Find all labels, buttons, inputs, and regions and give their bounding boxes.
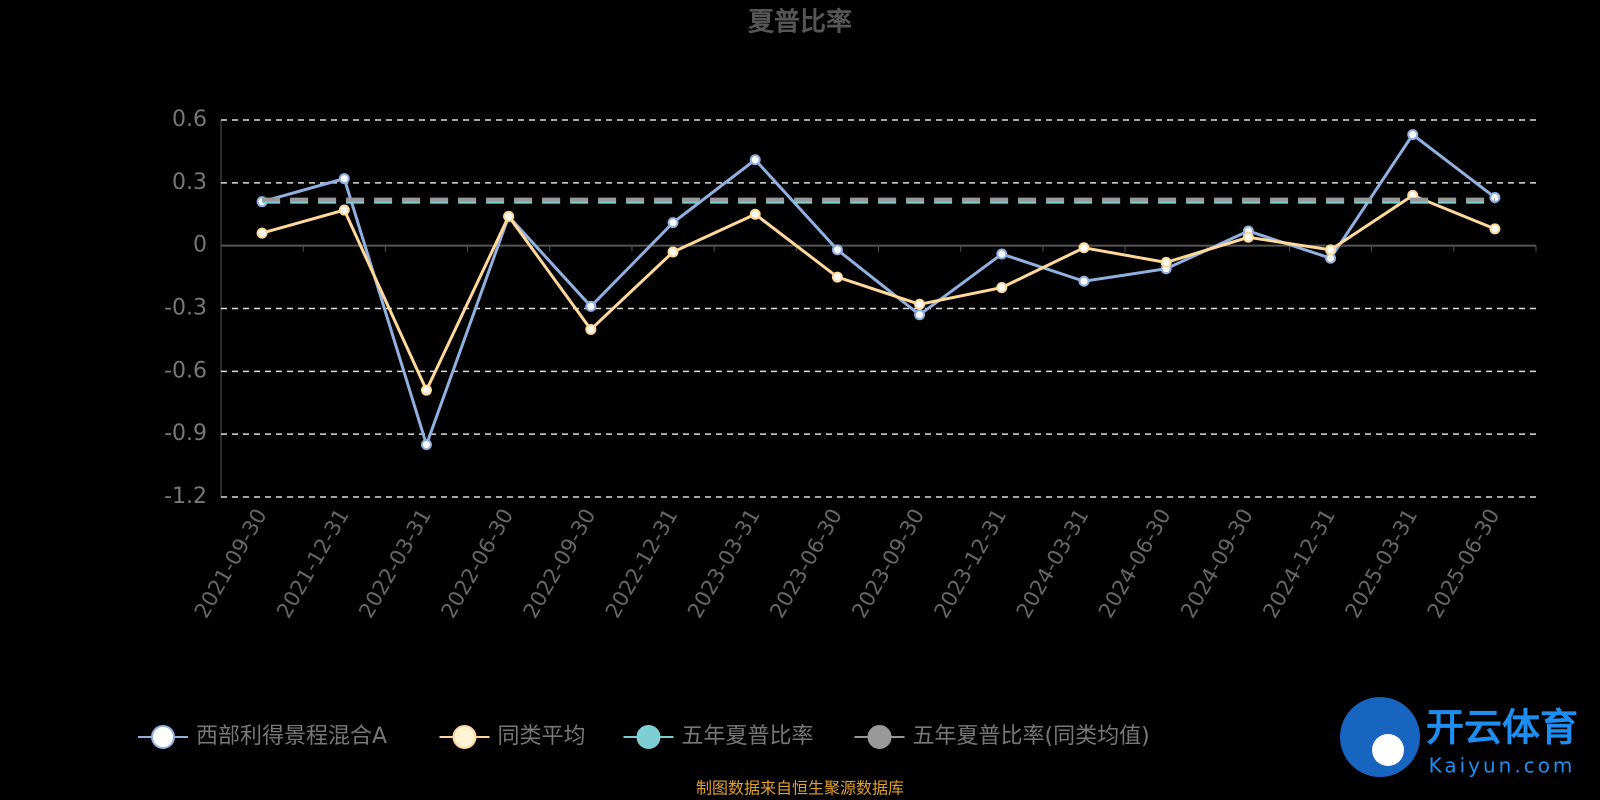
data-point bbox=[831, 244, 843, 256]
source-note: 制图数据来自恒生聚源数据库 bbox=[696, 779, 904, 798]
data-point bbox=[996, 248, 1008, 260]
data-point bbox=[420, 384, 432, 396]
legend-item: 西部利得景程混合A bbox=[138, 724, 387, 749]
y-tick-label: 0.6 bbox=[172, 107, 207, 132]
data-point bbox=[749, 154, 761, 166]
data-point bbox=[1078, 242, 1090, 254]
y-tick-label: -0.3 bbox=[164, 296, 207, 321]
legend-marker bbox=[867, 725, 892, 749]
legend-marker bbox=[452, 725, 477, 749]
y-tick-label: 0.3 bbox=[172, 170, 207, 195]
legend-label: 西部利得景程混合A bbox=[196, 724, 387, 749]
legend-label: 五年夏普比率(同类均值) bbox=[913, 724, 1150, 749]
legend-item: 同类平均 bbox=[439, 724, 586, 749]
data-point bbox=[1325, 244, 1337, 256]
chart-title: 夏普比率 bbox=[748, 7, 852, 38]
y-tick-label: 0 bbox=[193, 233, 207, 258]
legend-label: 同类平均 bbox=[498, 724, 586, 749]
legend-marker bbox=[151, 725, 175, 749]
legend-label: 五年夏普比率 bbox=[682, 724, 814, 749]
y-tick-label: -0.9 bbox=[164, 421, 207, 446]
data-point bbox=[667, 217, 679, 229]
data-point bbox=[1489, 223, 1501, 235]
legend-marker bbox=[636, 725, 661, 749]
data-point bbox=[831, 271, 843, 283]
data-point bbox=[585, 300, 597, 312]
y-tick-label: -0.6 bbox=[164, 358, 207, 383]
data-point bbox=[996, 282, 1008, 294]
data-point bbox=[1242, 231, 1254, 243]
data-point bbox=[503, 210, 515, 222]
y-tick-label: -1.2 bbox=[164, 484, 207, 509]
legend-item: 五年夏普比率(同类均值) bbox=[854, 724, 1150, 749]
data-point bbox=[256, 227, 268, 239]
watermark-site: Kaiyun.com bbox=[1429, 754, 1576, 778]
data-point bbox=[338, 173, 350, 185]
data-point bbox=[914, 298, 926, 310]
data-point bbox=[338, 204, 350, 216]
data-point bbox=[749, 208, 761, 220]
legend-item: 五年夏普比率 bbox=[623, 724, 814, 749]
series-line bbox=[261, 193, 1496, 394]
watermark-ball bbox=[1372, 734, 1404, 766]
watermark-brand: 开云体育 bbox=[1426, 706, 1578, 750]
data-point bbox=[1078, 275, 1090, 287]
data-point bbox=[1160, 256, 1172, 268]
data-point bbox=[667, 246, 679, 258]
data-point bbox=[585, 323, 597, 335]
data-point bbox=[420, 439, 432, 451]
data-point bbox=[914, 309, 926, 321]
data-point bbox=[1407, 129, 1419, 141]
watermark: 开云体育 Kaiyun.com bbox=[1340, 697, 1578, 778]
